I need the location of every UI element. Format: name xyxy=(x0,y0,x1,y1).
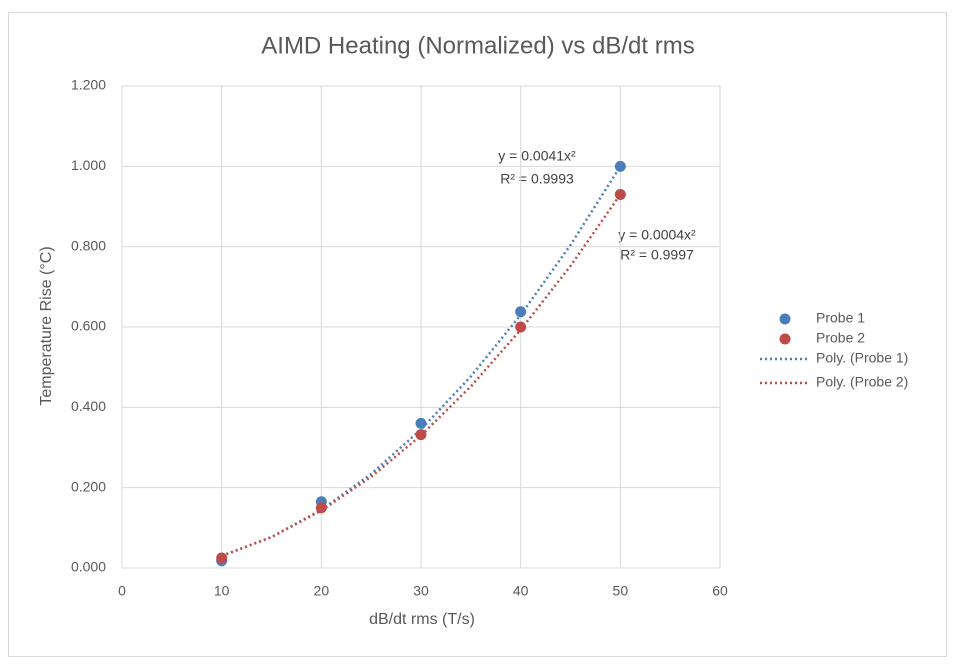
y-tick-label: 0.200 xyxy=(71,478,106,494)
x-tick-label: 20 xyxy=(314,583,330,599)
chart-border xyxy=(8,12,947,657)
legend-label: Probe 1 xyxy=(816,310,865,326)
x-tick-label: 30 xyxy=(413,583,429,599)
trendline-r2: R² = 0.9997 xyxy=(620,247,694,263)
x-axis-label: dB/dt rms (T/s) xyxy=(369,611,475,628)
data-point xyxy=(216,552,228,564)
data-point xyxy=(415,429,427,441)
chart-title: AIMD Heating (Normalized) vs dB/dt rms xyxy=(261,32,694,59)
y-axis-label: Temperature Rise (°C) xyxy=(38,246,55,405)
y-tick-label: 0.800 xyxy=(71,237,106,253)
data-point xyxy=(515,306,527,318)
data-point xyxy=(614,160,626,172)
legend-label: Poly. (Probe 1) xyxy=(816,350,908,366)
x-tick-label: 10 xyxy=(214,583,230,599)
legend-swatch xyxy=(779,313,791,325)
data-point xyxy=(614,188,626,200)
x-tick-label: 60 xyxy=(712,583,728,599)
legend-swatch xyxy=(779,333,791,345)
data-point xyxy=(515,321,527,333)
x-tick-label: 50 xyxy=(613,583,629,599)
trendline-r2: R² = 0.9993 xyxy=(500,171,574,187)
y-tick-label: 0.600 xyxy=(71,318,106,334)
trendline-equation: y = 0.0004x² xyxy=(618,227,696,243)
x-tick-label: 40 xyxy=(513,583,529,599)
legend-label: Poly. (Probe 2) xyxy=(816,374,908,390)
trendline-equation: y = 0.0041x² xyxy=(498,148,576,164)
data-point xyxy=(415,417,427,429)
y-tick-label: 1.000 xyxy=(71,157,106,173)
y-tick-label: 1.200 xyxy=(71,77,106,93)
data-point xyxy=(315,502,327,514)
y-tick-label: 0.000 xyxy=(71,559,106,575)
legend-label: Probe 2 xyxy=(816,330,865,346)
y-tick-label: 0.400 xyxy=(71,398,106,414)
x-tick-label: 0 xyxy=(118,583,126,599)
